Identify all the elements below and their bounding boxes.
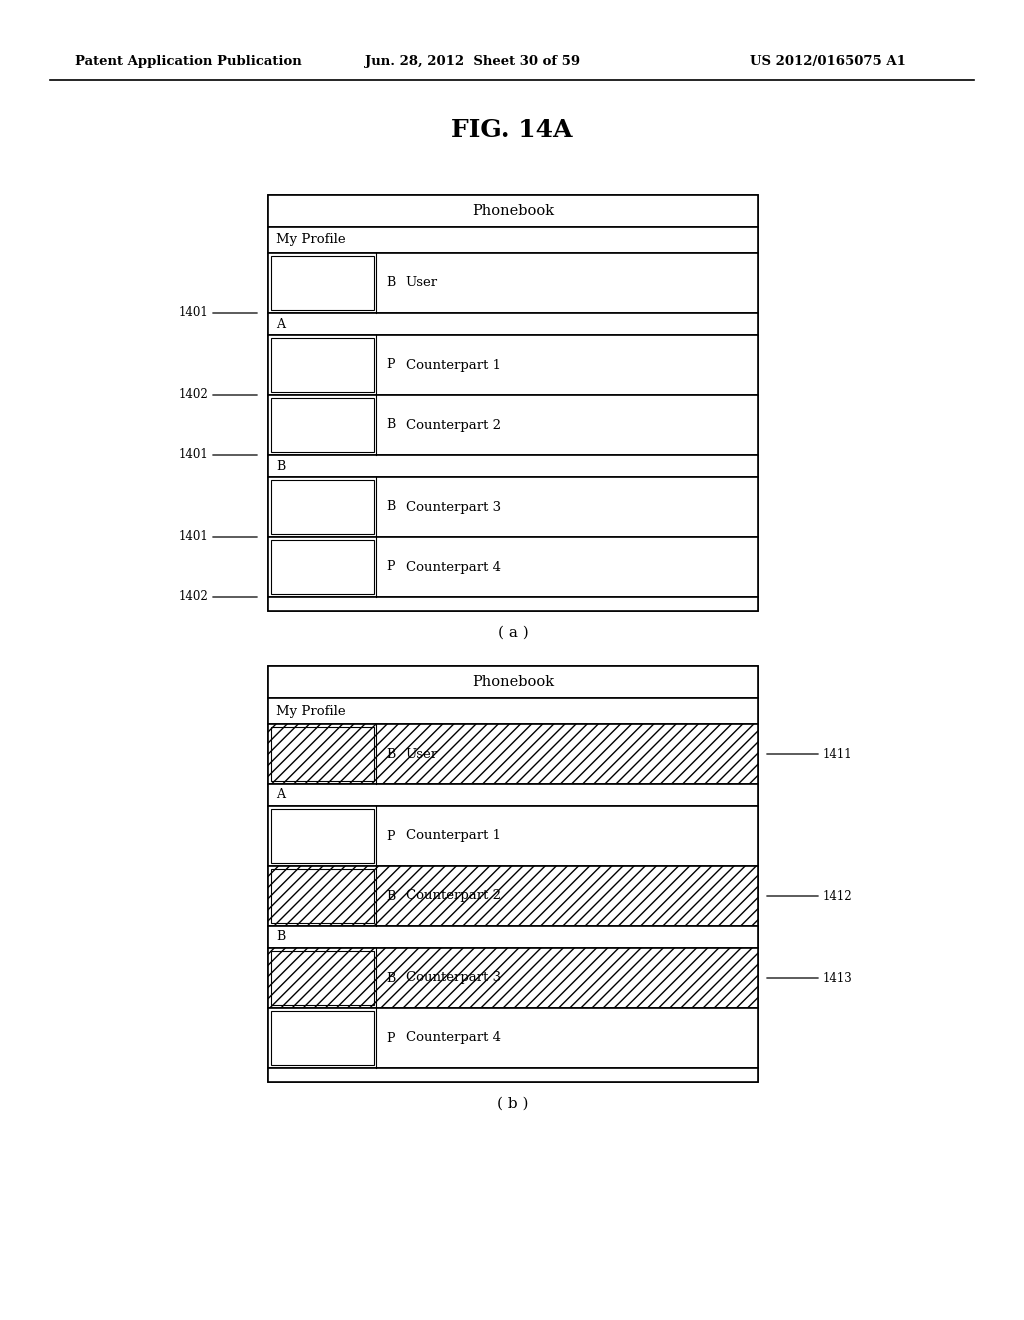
- Text: ( a ): ( a ): [498, 626, 528, 640]
- Bar: [268, 807, 758, 866]
- Text: Counterpart 1: Counterpart 1: [406, 829, 501, 842]
- Bar: [268, 455, 758, 477]
- Bar: [268, 537, 758, 597]
- Bar: [268, 395, 758, 455]
- Text: 1401: 1401: [178, 531, 208, 544]
- Bar: [268, 335, 758, 395]
- Text: ( b ): ( b ): [498, 1097, 528, 1111]
- Bar: [271, 540, 375, 594]
- Bar: [271, 1011, 375, 1065]
- Bar: [268, 1068, 758, 1082]
- Text: US 2012/0165075 A1: US 2012/0165075 A1: [750, 55, 906, 69]
- Text: P: P: [386, 359, 394, 371]
- Text: 1401: 1401: [178, 306, 208, 319]
- Text: B: B: [386, 500, 395, 513]
- Bar: [268, 477, 758, 537]
- Text: Counterpart 3: Counterpart 3: [406, 500, 501, 513]
- Bar: [268, 253, 758, 313]
- Text: 1413: 1413: [823, 972, 853, 985]
- Text: Counterpart 3: Counterpart 3: [406, 972, 501, 985]
- Text: B: B: [386, 418, 395, 432]
- Bar: [268, 723, 758, 784]
- Bar: [271, 950, 375, 1005]
- Text: B: B: [276, 931, 286, 944]
- Bar: [271, 480, 375, 535]
- Text: Jun. 28, 2012  Sheet 30 of 59: Jun. 28, 2012 Sheet 30 of 59: [365, 55, 581, 69]
- Text: Counterpart 2: Counterpart 2: [406, 418, 501, 432]
- Text: Phonebook: Phonebook: [472, 205, 554, 218]
- Text: My Profile: My Profile: [276, 234, 346, 247]
- Text: A: A: [276, 788, 285, 801]
- Text: P: P: [386, 561, 394, 573]
- Text: 1412: 1412: [823, 890, 853, 903]
- Text: B: B: [386, 972, 395, 985]
- Bar: [268, 667, 758, 698]
- Bar: [268, 597, 758, 611]
- Text: P: P: [386, 1031, 394, 1044]
- Bar: [271, 869, 375, 923]
- Text: 1411: 1411: [823, 747, 853, 760]
- Text: Phonebook: Phonebook: [472, 675, 554, 689]
- Text: 1401: 1401: [178, 449, 208, 462]
- Text: Counterpart 2: Counterpart 2: [406, 890, 501, 903]
- Bar: [271, 727, 375, 781]
- Bar: [268, 698, 758, 723]
- Bar: [268, 866, 758, 927]
- Text: Counterpart 4: Counterpart 4: [406, 561, 501, 573]
- Bar: [271, 809, 375, 863]
- Text: B: B: [386, 747, 395, 760]
- Text: P: P: [386, 829, 394, 842]
- Bar: [271, 399, 375, 451]
- Bar: [268, 195, 758, 611]
- Bar: [271, 338, 375, 392]
- Text: 1402: 1402: [178, 590, 208, 603]
- Bar: [271, 256, 375, 310]
- Text: My Profile: My Profile: [276, 705, 346, 718]
- Text: User: User: [406, 747, 438, 760]
- Text: Counterpart 4: Counterpart 4: [406, 1031, 501, 1044]
- Text: 1402: 1402: [178, 388, 208, 401]
- Bar: [268, 1008, 758, 1068]
- Bar: [268, 195, 758, 227]
- Text: B: B: [276, 459, 286, 473]
- Bar: [268, 948, 758, 1008]
- Text: B: B: [386, 276, 395, 289]
- Text: User: User: [406, 276, 438, 289]
- Text: A: A: [276, 318, 285, 330]
- Bar: [268, 313, 758, 335]
- Text: FIG. 14A: FIG. 14A: [452, 117, 572, 143]
- Bar: [268, 927, 758, 948]
- Text: Patent Application Publication: Patent Application Publication: [75, 55, 302, 69]
- Text: Counterpart 1: Counterpart 1: [406, 359, 501, 371]
- Bar: [268, 784, 758, 807]
- Bar: [268, 227, 758, 253]
- Bar: [268, 667, 758, 1082]
- Text: B: B: [386, 890, 395, 903]
